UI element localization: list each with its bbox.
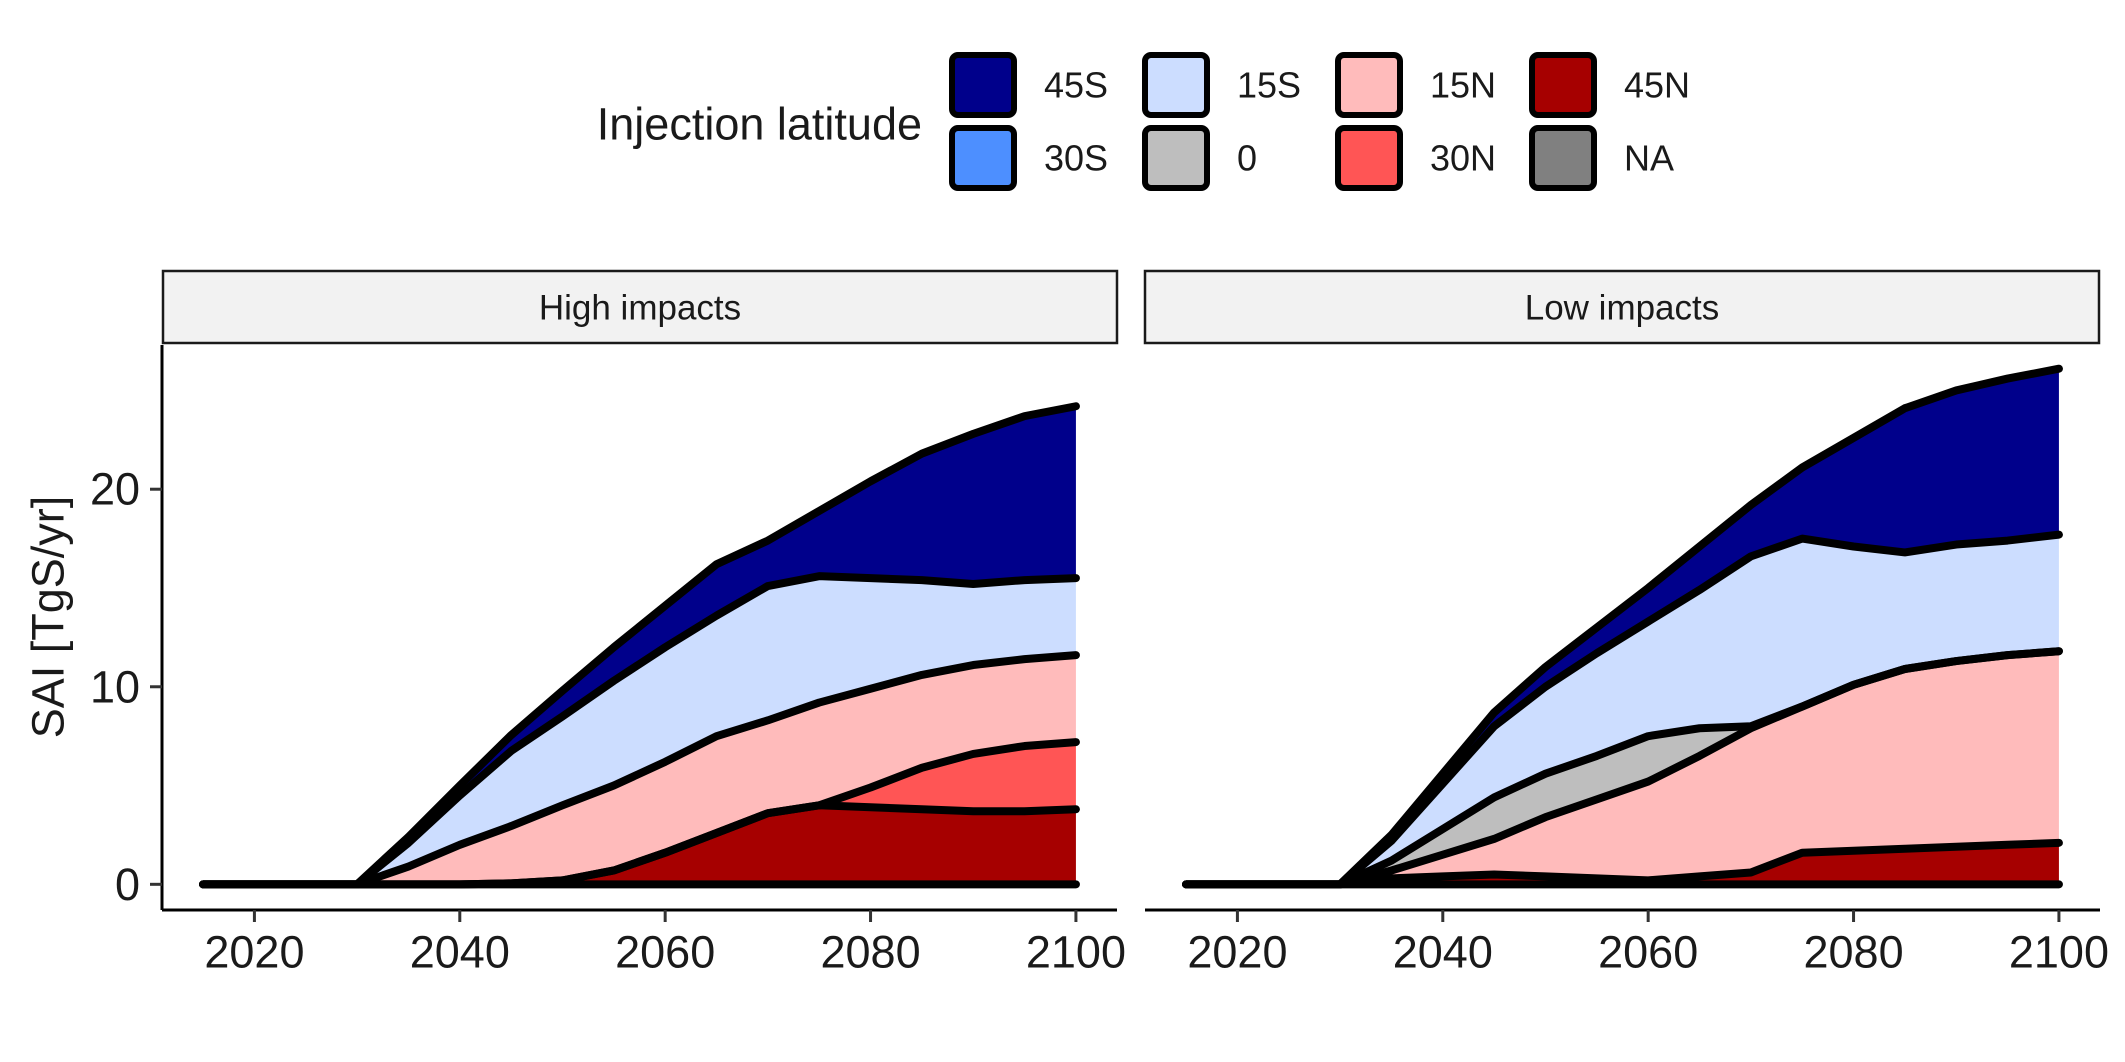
area-45n	[203, 805, 1076, 885]
x-tick-label: 2100	[1026, 927, 1126, 978]
area-outline-15s	[1182, 530, 2063, 889]
legend-swatch-0	[1142, 125, 1210, 191]
area-45s	[203, 406, 1076, 885]
area-45s	[1186, 368, 2059, 885]
area-outline-45s	[199, 402, 1080, 889]
x-tick-label: 2040	[410, 927, 510, 978]
legend-label: 0	[1237, 138, 1257, 179]
legend-swatch-15s	[1142, 52, 1210, 118]
legend-swatch-45n	[1529, 52, 1597, 118]
x-tick-label: 2080	[820, 927, 920, 978]
area-outline-0	[1182, 647, 2063, 889]
legend-label: NA	[1624, 138, 1674, 179]
legend-title: Injection latitude	[597, 99, 922, 150]
legend-swatch-15n	[1335, 52, 1403, 118]
legend-swatch-30s	[949, 125, 1017, 191]
facet-title-high-impacts: High impacts	[539, 289, 741, 328]
area-outline-45s	[1182, 364, 2063, 889]
legend-items: 45S 15S 15N 45N 30S 0 30N NA	[949, 52, 1690, 191]
facet-title-low-impacts: Low impacts	[1525, 289, 1720, 328]
area-outline-15n	[199, 651, 1080, 889]
legend-label: 30S	[1044, 138, 1108, 179]
panel-low-impacts: Low impacts 2020 2040 2060 2080 2100	[1143, 269, 2109, 978]
plot-area-low-impacts: 2020 2040 2060 2080 2100	[1145, 364, 2109, 978]
legend-label: 30N	[1430, 138, 1496, 179]
legend-item-na: NA	[1529, 125, 1674, 191]
area-outline-30n	[199, 738, 1080, 889]
legend-label: 15N	[1430, 65, 1496, 106]
area-15n	[203, 655, 1076, 885]
legend-label: 45N	[1624, 65, 1690, 106]
legend-swatch-30n	[1335, 125, 1403, 191]
area-outline-45n	[1182, 838, 2063, 889]
facet-strip-high-impacts	[161, 269, 1119, 345]
y-tick-label: 0	[115, 859, 140, 910]
legend: Injection latitude 45S 15S 15N 45N 30S 0 30N NA	[597, 52, 1690, 191]
area-15n	[1186, 651, 2059, 885]
x-tick-label: 2020	[204, 927, 304, 978]
legend-item-30n: 30N	[1335, 125, 1496, 191]
area-30n	[203, 742, 1076, 885]
x-tick-label: 2060	[615, 927, 715, 978]
legend-swatch-45s	[949, 52, 1017, 118]
x-tick-label: 2040	[1393, 927, 1493, 978]
y-tick-label: 10	[90, 661, 140, 712]
legend-item-30s: 30S	[949, 125, 1108, 191]
area-15s	[1186, 534, 2059, 885]
legend-item-45n: 45N	[1529, 52, 1690, 118]
area-15s	[203, 576, 1076, 885]
legend-item-15n: 15N	[1335, 52, 1496, 118]
facet-strip-low-impacts	[1143, 269, 2101, 345]
x-tick-label: 2080	[1803, 927, 1903, 978]
x-tick-label: 2020	[1187, 927, 1287, 978]
area-0	[1186, 651, 2059, 885]
legend-label: 45S	[1044, 65, 1108, 106]
legend-label: 15S	[1237, 65, 1301, 106]
y-tick-label: 20	[90, 464, 140, 515]
legend-item-15s: 15S	[1142, 52, 1301, 118]
y-axis-title: SAI [TgS/yr]	[23, 496, 74, 739]
x-tick-label: 2060	[1598, 927, 1698, 978]
legend-item-0: 0	[1142, 125, 1257, 191]
legend-swatch-na	[1529, 125, 1597, 191]
area-outline-15s	[199, 572, 1080, 889]
x-tick-label: 2100	[2009, 927, 2109, 978]
legend-item-45s: 45S	[949, 52, 1108, 118]
